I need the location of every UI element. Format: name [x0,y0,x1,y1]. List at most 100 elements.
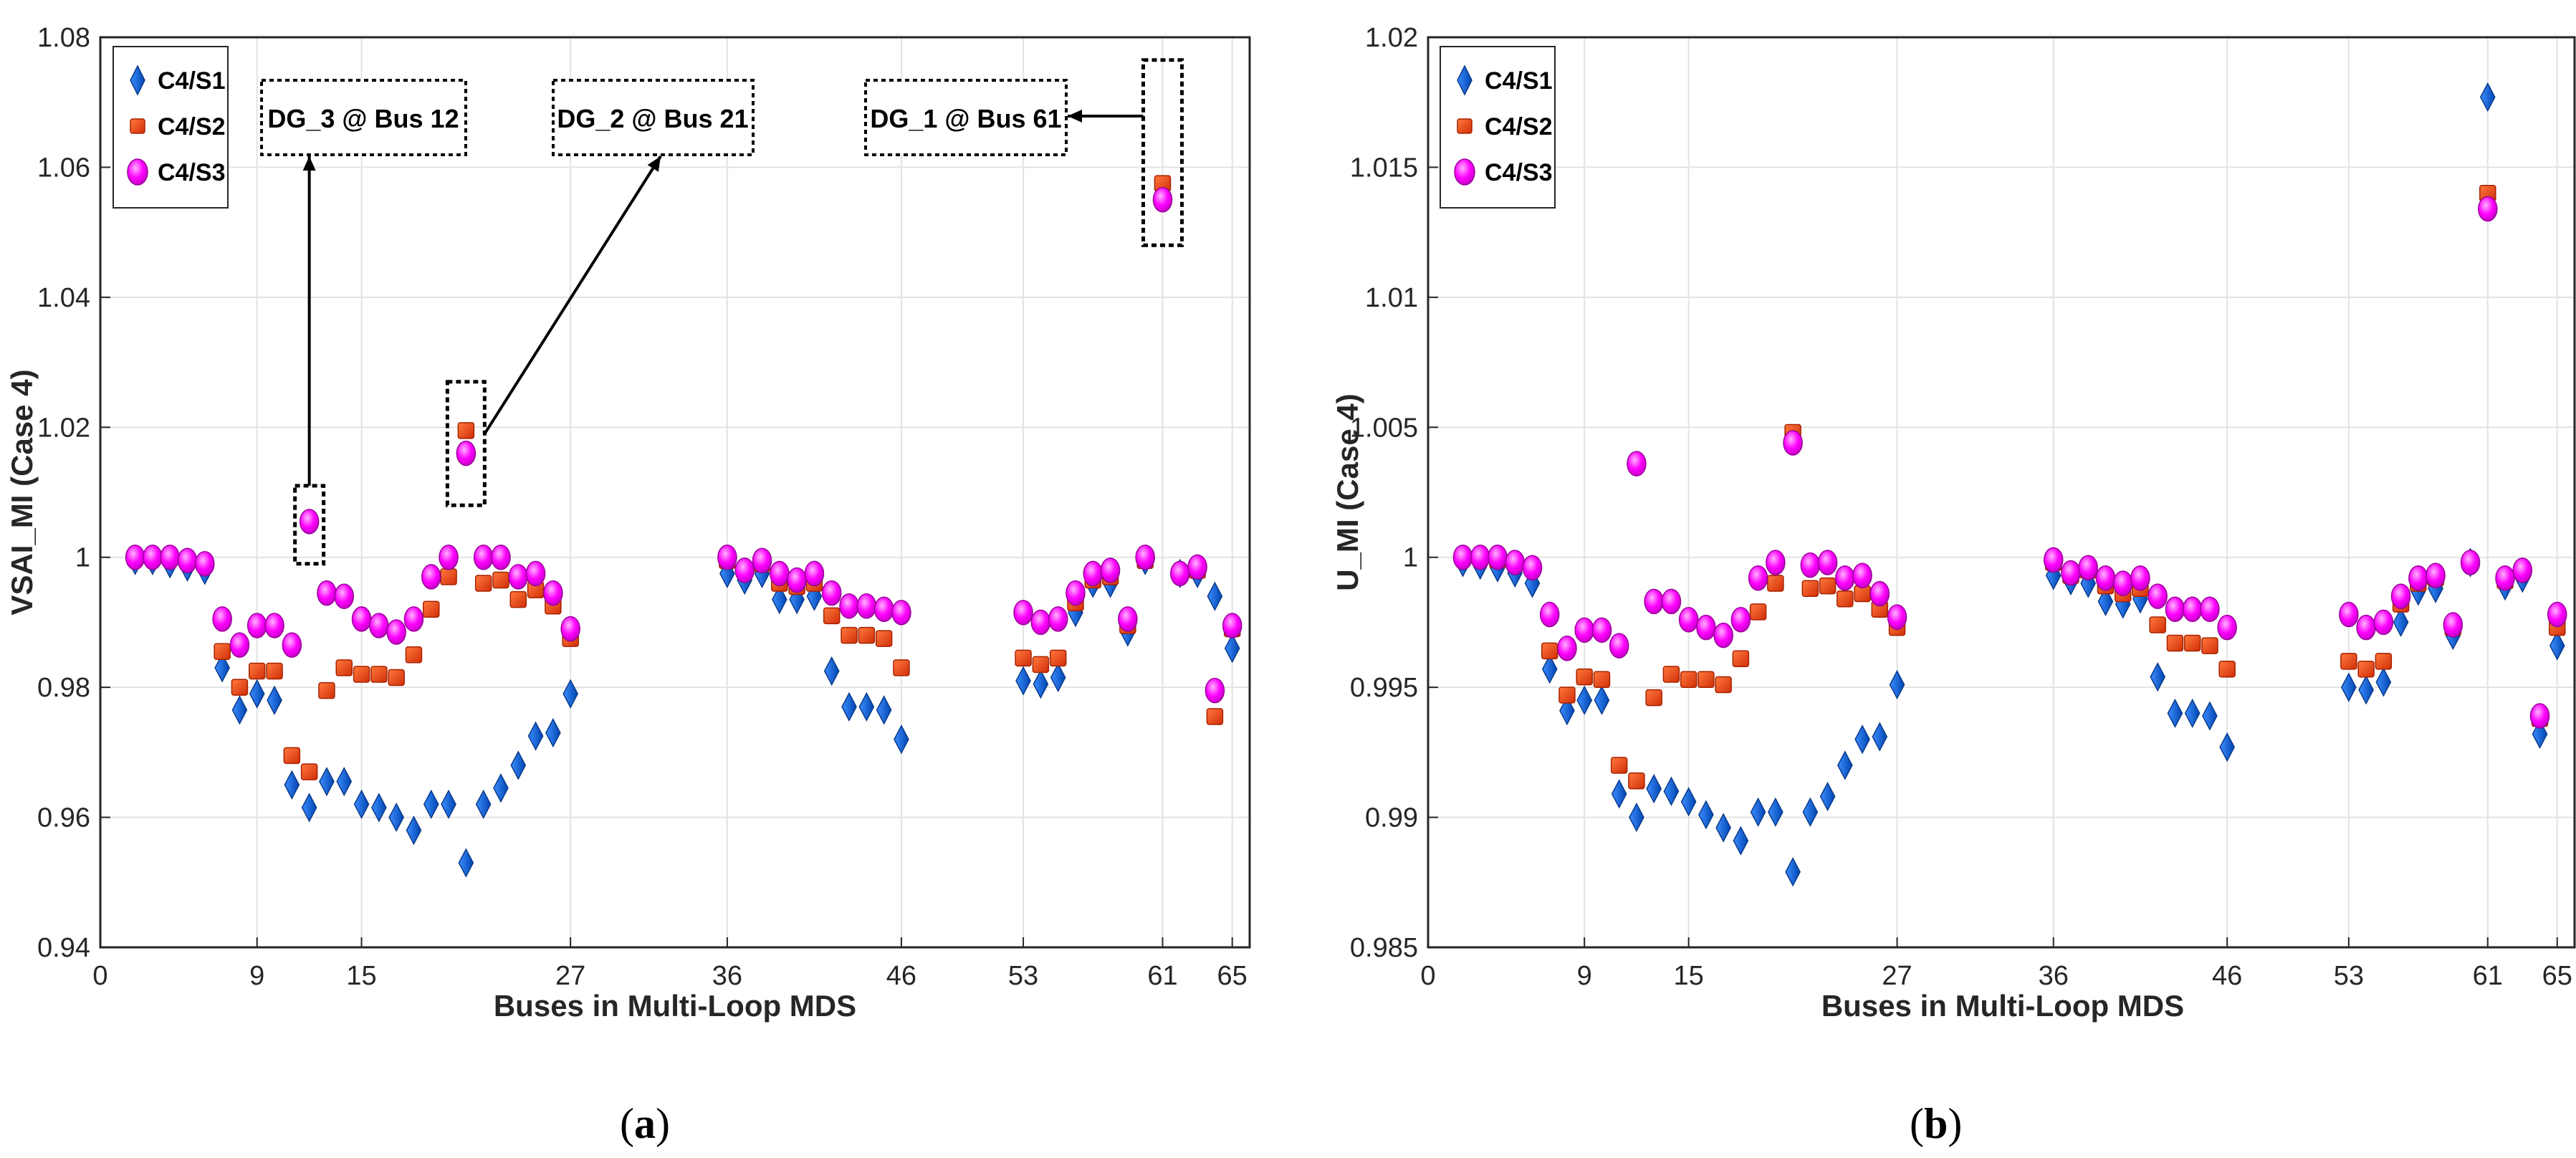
annotation-dg1: DG_1 @ Bus 61 [864,79,1068,156]
data-point-c4-s3 [143,544,163,570]
data-point-c4-s3 [508,564,529,590]
data-point-c4-s3 [804,560,825,587]
data-point-c4-s2 [1032,656,1050,674]
data-point-c4-s1 [1785,857,1801,887]
data-point-c4-s3 [369,613,389,638]
data-point-c4-s2 [457,422,475,439]
data-point-c4-s1 [2341,672,2357,702]
data-point-c4-s3 [282,632,302,658]
data-point-c4-s2 [2149,616,2166,633]
data-point-c4-s2 [1749,603,1767,621]
annotation-lines-a [293,58,1184,566]
data-point-c4-s3 [1539,601,1560,628]
data-point-c4-s3 [2078,555,2098,580]
data-point-c4-s2 [509,590,527,608]
x-tick-label: 53 [2334,961,2364,991]
data-point-c4-s3 [1627,451,1647,477]
highlight-box-bus21 [445,380,487,507]
y-tick-label: 0.985 [1350,933,1418,963]
legend-b-s2-marker [1457,118,1473,134]
data-point-c4-s2 [1015,649,1032,667]
data-point-c4-s2 [231,679,249,696]
data-point-c4-s3 [264,613,284,638]
panel-caption-b-open: ( [1910,1100,1924,1147]
plot-area-a [100,37,1250,947]
data-point-c4-s3 [2095,565,2116,591]
data-point-c4-s3 [2529,703,2550,729]
legend-a-s1-label: C4/S1 [158,67,226,95]
data-point-c4-s3 [1869,580,1890,607]
annotation-arrow-dg2 [483,155,662,435]
data-point-c4-s2 [1819,577,1837,595]
annotation-text-dg1: DG_1 @ Bus 61 [870,104,1061,133]
plot-area-b [1428,37,2576,947]
data-point-c4-s3 [1187,554,1207,580]
data-point-c4-s3 [787,567,807,593]
data-point-c4-s1 [527,721,544,751]
data-point-c4-s2 [2183,634,2201,652]
x-tick-label: 36 [2039,961,2069,991]
legend-a-s1-marker [130,64,145,96]
annotation-arrow-dg3-head [302,156,316,171]
data-point-c4-s3 [351,606,372,632]
data-point-c4-s1 [1594,685,1610,715]
data-point-c4-s1 [894,724,909,755]
data-point-c4-s1 [1715,813,1731,843]
data-point-c4-s2 [2375,653,2393,670]
data-point-c4-s1 [2375,667,2392,697]
y-tick-label: 0.96 [37,803,90,833]
panel-caption-b-letter: b [1924,1100,1948,1147]
data-point-c4-s3 [246,613,267,638]
panel-caption-a-open: ( [620,1100,634,1147]
data-point-c4-s1 [1015,666,1031,696]
data-point-c4-s3 [2200,596,2220,623]
data-point-c4-s3 [2373,609,2394,636]
y-tick-label: 1 [75,543,90,573]
data-point-c4-s3 [1696,614,1716,641]
data-point-c4-s3 [317,580,337,606]
data-point-c4-s3 [1591,617,1612,643]
data-point-c4-s2 [841,626,858,644]
legend-a-s2-label: C4/S2 [158,113,226,140]
data-point-c4-s1 [423,789,439,820]
data-point-c4-s3 [229,632,250,658]
y-tick-label: 0.94 [37,933,90,963]
data-point-c4-s2 [1715,676,1732,694]
data-point-c4-s2 [1801,580,1819,598]
x-tick-label: 46 [886,961,916,991]
grid-b [1427,37,2575,948]
data-point-c4-s3 [1030,609,1051,636]
x-tick-label: 53 [1008,961,1038,991]
data-point-c4-s3 [560,616,580,642]
data-point-c4-s3 [891,600,911,626]
ticks-a: 0 9 15 27 36 46 53 61 65 0.94 0.96 0.98 1 1.02 1.04 1.0… [37,23,1248,991]
data-point-c4-s3 [717,544,737,570]
data-point-c4-s2 [1680,671,1698,689]
data-point-c4-s2 [893,659,910,676]
data-point-c4-s3 [1205,677,1225,704]
data-point-c4-s1 [771,585,787,615]
data-point-c4-s2 [1593,671,1611,689]
data-point-c4-s3 [1470,544,1490,570]
x-tick-label: 36 [712,961,742,991]
x-axis-label-b: Buses in Multi-Loop MDS [1821,989,2184,1023]
y-tick-label: 0.98 [37,673,90,703]
data-point-c4-s3 [1661,588,1682,615]
data-point-c4-s2 [248,662,266,680]
data-point-c4-s3 [2130,565,2150,591]
plot-frame-a [99,36,1251,949]
data-point-c4-s3 [1887,604,1907,630]
data-point-c4-s2 [214,643,231,660]
data-point-c4-s2 [823,607,841,625]
y-tick-label: 0.995 [1350,673,1418,703]
y-tick-label: 1.04 [37,283,90,313]
data-point-c4-s3 [1730,607,1751,633]
data-point-c4-s1 [1733,826,1749,856]
data-point-c4-s1 [510,750,527,780]
data-point-c4-s3 [2512,558,2533,583]
data-point-c4-s1 [2393,607,2409,638]
data-point-c4-s2 [1610,757,1628,774]
data-point-c4-s1 [1872,722,1888,752]
data-point-c4-s1 [876,695,892,725]
data-point-c4-s3 [2478,196,2498,222]
